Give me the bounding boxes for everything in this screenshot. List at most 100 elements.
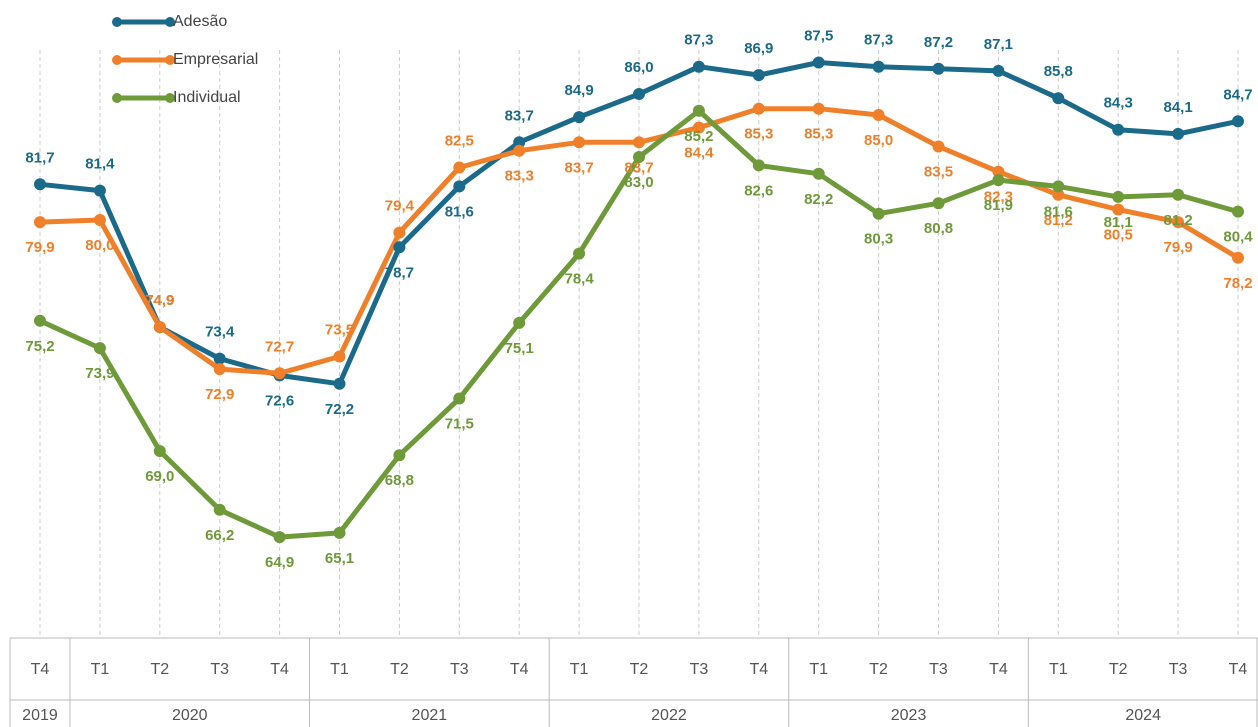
point xyxy=(34,178,46,191)
x-tick-label: T4 xyxy=(270,661,289,678)
point xyxy=(513,136,526,149)
point xyxy=(932,62,945,75)
legend-label: Adesão xyxy=(173,13,227,30)
data-label: 66,2 xyxy=(205,527,234,544)
x-tick-label: T4 xyxy=(1229,661,1248,678)
data-label: 83,0 xyxy=(624,174,653,191)
legend-label: Empresarial xyxy=(173,51,258,68)
x-tick-label: T4 xyxy=(510,661,529,678)
legend-marker xyxy=(112,17,122,27)
data-label: 85,2 xyxy=(684,128,713,145)
data-label: 72,9 xyxy=(205,386,234,403)
data-label: 74,9 xyxy=(145,292,174,309)
x-tick-label: T3 xyxy=(690,661,709,678)
x-tick-label: T2 xyxy=(390,661,409,678)
x-tick-label: T3 xyxy=(1169,661,1188,678)
data-label: 81,2 xyxy=(1044,212,1073,229)
x-group-label: 2022 xyxy=(651,707,687,724)
legend-marker xyxy=(112,93,122,103)
data-label: 80,0 xyxy=(85,237,114,254)
point xyxy=(213,363,226,376)
point xyxy=(812,167,825,180)
legend-marker xyxy=(165,93,175,103)
x-tick-label: T1 xyxy=(91,661,110,678)
data-label: 81,1 xyxy=(1104,214,1133,231)
x-tick-label: T4 xyxy=(989,661,1008,678)
x-tick-label: T3 xyxy=(450,661,469,678)
data-label: 81,6 xyxy=(445,203,474,220)
point xyxy=(633,88,645,100)
point xyxy=(1232,205,1244,218)
point xyxy=(1172,127,1185,140)
point xyxy=(752,159,765,172)
data-label: 81,2 xyxy=(1163,212,1192,229)
data-label: 82,2 xyxy=(804,191,833,208)
data-label: 81,6 xyxy=(1044,203,1073,220)
data-label: 83,7 xyxy=(505,107,534,124)
data-label: 72,7 xyxy=(265,338,294,355)
x-group-label: 2019 xyxy=(22,707,58,724)
data-label: 69,0 xyxy=(145,468,174,485)
x-tick-label: T1 xyxy=(330,661,349,678)
point xyxy=(34,314,46,327)
point xyxy=(932,140,945,153)
point xyxy=(992,165,1005,178)
x-tick-label: T1 xyxy=(809,661,828,678)
point xyxy=(573,247,586,260)
point xyxy=(273,367,286,380)
data-label: 84,3 xyxy=(1104,95,1133,112)
data-label: 73,4 xyxy=(205,324,235,341)
data-label: 75,2 xyxy=(25,338,54,355)
data-label: 78,7 xyxy=(385,264,414,281)
data-label: 80,3 xyxy=(864,231,893,248)
point xyxy=(872,207,885,220)
point xyxy=(93,214,106,226)
point xyxy=(573,136,586,149)
data-label: 87,2 xyxy=(924,34,953,51)
point xyxy=(1172,216,1185,229)
data-label: 75,1 xyxy=(505,340,534,357)
point xyxy=(1232,115,1244,128)
legend-marker xyxy=(165,55,175,65)
point xyxy=(1052,92,1065,105)
legend-label: Individual xyxy=(173,89,241,106)
point xyxy=(153,445,166,457)
point xyxy=(1052,188,1065,201)
point xyxy=(453,161,466,174)
point xyxy=(692,121,705,134)
data-label: 85,3 xyxy=(804,126,833,143)
point xyxy=(1112,203,1125,216)
data-label: 78,4 xyxy=(564,271,594,288)
x-tick-label: T2 xyxy=(1109,661,1128,678)
point xyxy=(573,111,586,124)
data-label: 85,0 xyxy=(864,132,893,149)
x-tick-label: T4 xyxy=(31,661,50,678)
data-label: 80,5 xyxy=(1104,226,1133,243)
data-label: 83,5 xyxy=(924,163,953,180)
data-label: 81,9 xyxy=(984,197,1013,214)
point xyxy=(1052,180,1065,193)
point xyxy=(992,174,1005,187)
data-label: 78,2 xyxy=(1223,275,1252,292)
data-label: 79,9 xyxy=(1163,239,1192,256)
data-label: 84,4 xyxy=(684,145,714,162)
point xyxy=(872,60,885,73)
point xyxy=(393,241,406,254)
data-label: 87,5 xyxy=(804,27,833,44)
point xyxy=(153,321,166,334)
point xyxy=(932,197,945,210)
point xyxy=(1172,188,1185,201)
data-label: 85,3 xyxy=(744,126,773,143)
data-label: 81,4 xyxy=(85,156,115,173)
point xyxy=(213,503,226,516)
data-label: 73,5 xyxy=(325,321,354,338)
x-tick-label: T1 xyxy=(570,661,589,678)
point xyxy=(812,56,825,69)
point xyxy=(633,151,645,163)
data-label: 64,9 xyxy=(265,554,294,571)
data-label: 87,1 xyxy=(984,36,1013,53)
data-label: 73,9 xyxy=(85,365,114,382)
point xyxy=(692,104,705,117)
x-group-label: 2020 xyxy=(172,707,208,724)
point xyxy=(692,60,705,73)
